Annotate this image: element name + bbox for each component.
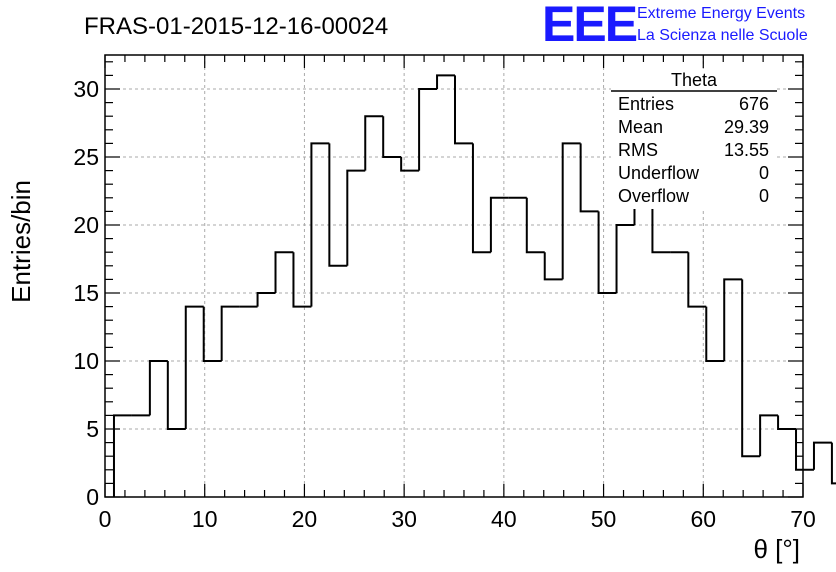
x-tick-label: 10 [192,506,218,532]
histogram-bin [795,429,814,471]
histogram-bin [202,306,222,362]
y-axis-label: Entries/bin [6,180,36,303]
stats-row-value: 0 [759,163,769,183]
histogram-bin [471,143,491,254]
histogram-bin [579,143,599,213]
histogram-bin [543,252,563,281]
chart-title: FRAS-01-2015-12-16-00024 [84,13,388,40]
plot-frame-rect [104,54,804,498]
histogram-bin [741,279,761,458]
stats-row-label: Entries [618,94,674,114]
histogram-bin [166,361,186,430]
histogram-bin [328,143,348,267]
histogram-bin [453,75,473,145]
x-tick-label: 20 [292,506,318,532]
histogram-bin [830,442,836,485]
histogram-bin [364,115,384,171]
histogram-bin [436,74,455,89]
y-tick-label: 0 [86,484,99,510]
stats-row-label: Underflow [618,163,700,183]
stats-row-value: 13.55 [724,140,769,160]
histogram-bin [382,116,402,158]
x-tick-label: 70 [790,506,816,532]
stats-row-value: 29.39 [724,117,769,137]
histogram-bin [561,142,581,280]
histogram-bin [292,252,312,308]
histogram-bin [687,252,707,308]
logo-line-1: Extreme Energy Events [637,5,805,22]
x-tick-label: 50 [591,506,617,532]
y-tick-label: 5 [86,416,99,442]
stats-box-background [611,69,777,209]
histogram-bin [723,278,743,361]
histogram-bin [310,142,330,307]
histogram-bin [148,360,168,416]
histogram-bin [705,306,725,362]
stats-rows: Entries 676 Mean 29.39 RMS 13.55 Underflow 0 Ove… [618,94,769,206]
logo-line-2: La Scienza nelle Scuole [637,27,808,44]
stats-row-label: Mean [618,117,663,137]
x-axis-label: θ [°] [753,534,800,564]
y-tick-label: 15 [73,280,99,306]
histogram-bin [489,196,509,253]
stats-box-title: Theta [671,70,718,90]
histogram-bin [812,441,832,470]
y-tick-label: 10 [73,348,99,374]
histogram-bin [777,415,797,430]
histogram-bin [184,305,204,429]
eee-logo: EEE Extreme Energy Events La Scienza nel… [542,0,808,52]
y-tick-label: 30 [73,76,99,102]
x-tick-label: 0 [99,506,112,532]
histogram-bin [346,169,366,266]
histogram-bin [400,157,420,172]
y-tick-label: 25 [73,144,99,170]
histogram-bin [597,211,617,294]
grid-lines [105,55,803,497]
histogram-bin [220,305,240,361]
axis-ticks [104,55,804,498]
x-tick-label: 30 [391,506,417,532]
histogram-bin [615,224,635,293]
x-tick-label: 40 [491,506,517,532]
x-tick-labels: 0 10 20 30 40 50 60 70 [99,506,816,532]
histogram-bin [112,414,132,497]
x-tick-label: 60 [690,506,716,532]
histogram-bin [759,414,779,457]
stats-row-value: 676 [739,94,769,114]
stats-row-label: RMS [618,140,658,160]
histogram-bin [274,251,294,293]
histogram-bin [525,197,545,254]
plot-frame [104,54,804,498]
stats-row-label: Overflow [618,186,690,206]
y-tick-label: 20 [73,212,99,238]
stats-box: Theta Entries 676 Mean 29.39 RMS 13.55 Underfl… [611,69,777,209]
histogram-bin [418,88,438,171]
stats-row-value: 0 [759,186,769,206]
histogram-bin [256,292,276,307]
logo-letters: EEE [542,0,637,52]
y-tick-labels: 0 5 10 15 20 25 30 [73,76,99,510]
